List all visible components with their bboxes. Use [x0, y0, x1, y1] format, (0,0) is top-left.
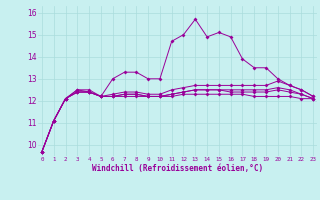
- X-axis label: Windchill (Refroidissement éolien,°C): Windchill (Refroidissement éolien,°C): [92, 164, 263, 173]
